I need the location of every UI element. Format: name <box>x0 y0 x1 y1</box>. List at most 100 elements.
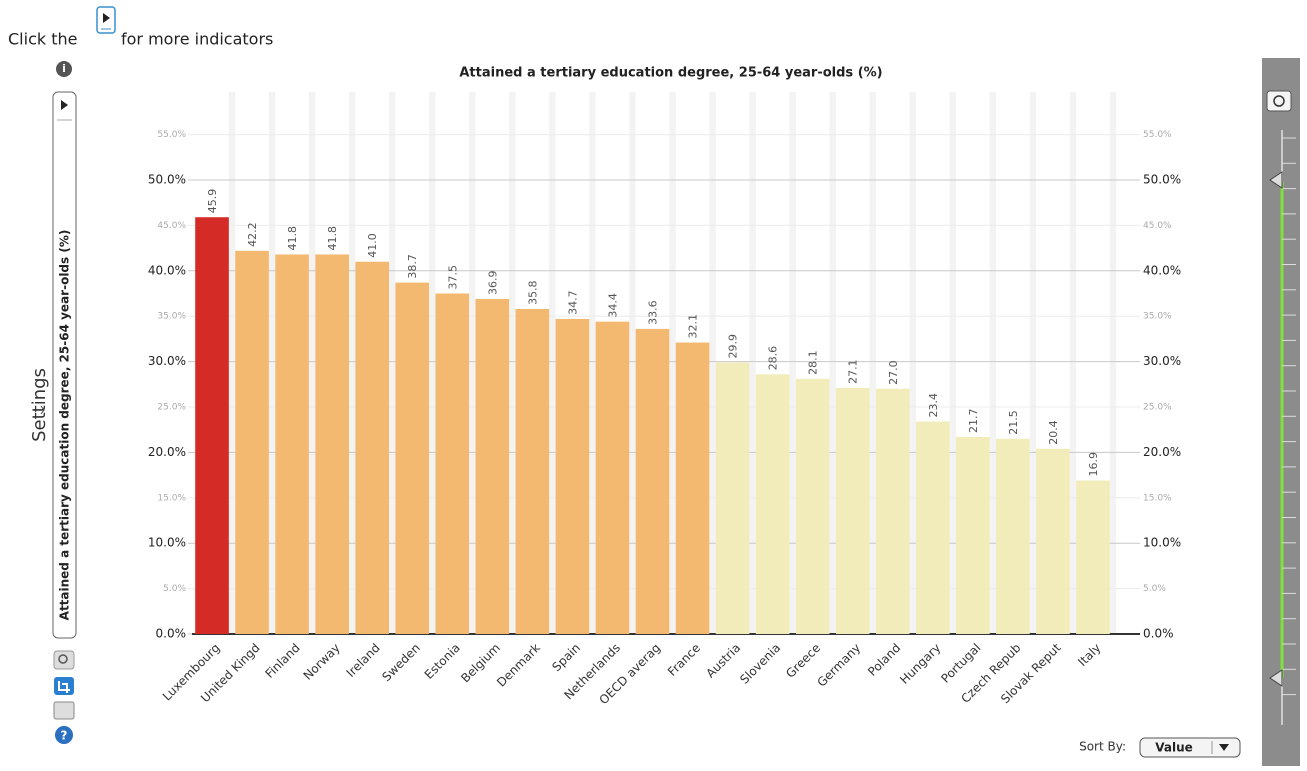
info-icon[interactable] <box>56 61 72 77</box>
bar <box>315 254 349 634</box>
bar <box>755 374 790 634</box>
y-tick-label: 5.0% <box>163 584 186 594</box>
column-stripe <box>869 92 876 634</box>
x-tick-label: Norway <box>301 641 343 683</box>
zoom-glyph <box>58 654 68 664</box>
y2-tick-label: 50.0% <box>1143 173 1181 187</box>
bar <box>875 388 910 634</box>
bar <box>235 250 269 634</box>
y2-tick-label: 25.0% <box>1143 403 1172 413</box>
x-tick-label: Spain <box>549 641 583 675</box>
x-tick-label: Sweden <box>379 641 422 684</box>
y2-tick-label: 10.0% <box>1143 536 1181 550</box>
x-tick-label: Ireland <box>344 641 383 680</box>
bar <box>635 328 670 634</box>
zoom-icon[interactable] <box>53 650 75 670</box>
help-icon[interactable] <box>55 726 73 744</box>
bar <box>675 342 710 634</box>
y2-tick-label: 35.0% <box>1143 312 1172 322</box>
value-label: 36.9 <box>486 270 499 295</box>
column-stripe <box>549 92 556 634</box>
bar <box>395 282 430 634</box>
indicator-arrow <box>61 100 68 110</box>
y-tick-label: 35.0% <box>157 312 186 322</box>
bar <box>996 438 1030 634</box>
x-tick-label: Denmark <box>494 641 543 690</box>
column-stripe <box>228 92 236 634</box>
y2-tick-label: 30.0% <box>1143 354 1181 368</box>
sort-label: Sort By: <box>1079 740 1126 754</box>
column-stripe <box>1029 92 1037 634</box>
value-label: 32.1 <box>687 314 700 339</box>
x-tick-label: Poland <box>865 641 903 679</box>
sort-dropdown[interactable] <box>1139 737 1241 758</box>
range-ticks <box>1282 137 1296 696</box>
y-tick-label: 10.0% <box>148 536 186 550</box>
value-label: 27.0 <box>887 360 900 385</box>
value-label: 28.1 <box>807 350 820 375</box>
info-icon-glyph: i <box>62 62 66 75</box>
settings-label[interactable]: Settings <box>29 368 50 442</box>
indicator-button[interactable] <box>52 91 77 639</box>
column-stripe <box>629 92 636 634</box>
column-stripe <box>669 92 676 634</box>
column-stripe <box>429 92 436 634</box>
plot: 0.0% 0.0% 5.0% 5.0% 10.0% 10.0% 15.0% 15.0% 20.0… <box>148 92 1181 707</box>
bar <box>195 217 229 634</box>
value-label: 21.7 <box>967 408 980 433</box>
x-tick-label: Greece <box>783 641 823 681</box>
sort-value: Value <box>1155 741 1193 755</box>
bar <box>595 321 630 634</box>
column-stripe <box>509 92 516 634</box>
value-label: 41.8 <box>286 226 299 251</box>
column-stripe <box>709 92 716 634</box>
bar <box>435 293 470 634</box>
value-label: 29.9 <box>727 334 740 359</box>
value-label: 21.5 <box>1007 410 1020 435</box>
range-handle-top[interactable] <box>1269 171 1283 189</box>
column-stripe <box>348 92 356 634</box>
y2-tick-label: 0.0% <box>1143 627 1174 641</box>
bar <box>956 436 990 634</box>
print-icon[interactable] <box>53 701 75 720</box>
column-stripe <box>829 92 836 634</box>
value-label: 28.6 <box>767 346 780 371</box>
column-stripe <box>268 92 276 634</box>
bar <box>835 387 870 634</box>
reset-glyph <box>1273 95 1285 107</box>
value-label: 27.1 <box>847 359 860 384</box>
x-tick-label: France <box>665 641 703 679</box>
y2-tick-label: 5.0% <box>1143 584 1166 594</box>
column-stripe <box>909 92 916 634</box>
value-label: 34.4 <box>606 293 619 318</box>
y2-tick-label: 45.0% <box>1143 221 1172 231</box>
bar <box>915 421 950 634</box>
column-stripe <box>1069 92 1077 634</box>
value-label: 34.7 <box>566 290 579 315</box>
y-tick-label: 40.0% <box>148 263 186 277</box>
column-stripe <box>308 92 316 634</box>
y2-tick-label: 20.0% <box>1143 445 1181 459</box>
value-label: 35.8 <box>526 280 539 305</box>
column-stripe <box>1109 92 1117 634</box>
crop-icon[interactable] <box>54 677 74 695</box>
x-tick-label: Austria <box>703 641 743 681</box>
y2-tick-label: 15.0% <box>1143 493 1172 503</box>
value-label: 41.0 <box>366 233 379 258</box>
column-stripe <box>949 92 957 634</box>
y2-tick-label: 55.0% <box>1143 130 1172 140</box>
value-label: 38.7 <box>406 254 419 279</box>
bar <box>275 254 309 634</box>
x-tick-label: Italy <box>1075 641 1103 669</box>
range-handle-bottom[interactable] <box>1269 669 1283 687</box>
value-label: 42.2 <box>246 222 259 247</box>
hint-text: Click the <box>8 30 77 49</box>
value-label: 45.9 <box>206 189 219 214</box>
value-label: 20.4 <box>1047 420 1060 445</box>
y-tick-label: 30.0% <box>148 354 186 368</box>
sort-arrow <box>1219 744 1229 751</box>
y-tick-label: 20.0% <box>148 445 186 459</box>
bar <box>555 318 590 634</box>
reset-button[interactable] <box>1266 90 1292 112</box>
